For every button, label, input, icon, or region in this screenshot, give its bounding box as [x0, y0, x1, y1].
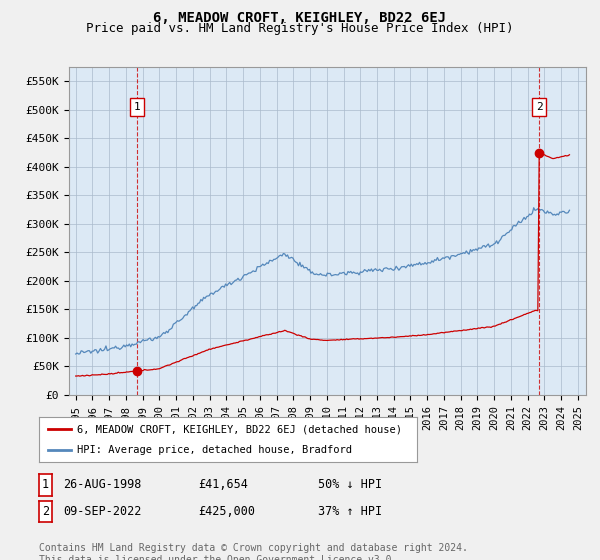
Text: £425,000: £425,000	[198, 505, 255, 518]
Text: 2: 2	[42, 505, 49, 518]
Text: 6, MEADOW CROFT, KEIGHLEY, BD22 6EJ: 6, MEADOW CROFT, KEIGHLEY, BD22 6EJ	[154, 11, 446, 25]
Text: 37% ↑ HPI: 37% ↑ HPI	[318, 505, 382, 518]
Text: 09-SEP-2022: 09-SEP-2022	[64, 505, 142, 518]
Text: Contains HM Land Registry data © Crown copyright and database right 2024.
This d: Contains HM Land Registry data © Crown c…	[39, 543, 468, 560]
Text: 50% ↓ HPI: 50% ↓ HPI	[318, 478, 382, 492]
Text: 1: 1	[133, 102, 140, 112]
Text: 1: 1	[42, 478, 49, 492]
Text: HPI: Average price, detached house, Bradford: HPI: Average price, detached house, Brad…	[77, 445, 352, 455]
Text: 26-AUG-1998: 26-AUG-1998	[64, 478, 142, 492]
Text: 2: 2	[536, 102, 542, 112]
Text: Price paid vs. HM Land Registry's House Price Index (HPI): Price paid vs. HM Land Registry's House …	[86, 22, 514, 35]
Text: £41,654: £41,654	[198, 478, 248, 492]
Text: 6, MEADOW CROFT, KEIGHLEY, BD22 6EJ (detached house): 6, MEADOW CROFT, KEIGHLEY, BD22 6EJ (det…	[77, 424, 402, 435]
